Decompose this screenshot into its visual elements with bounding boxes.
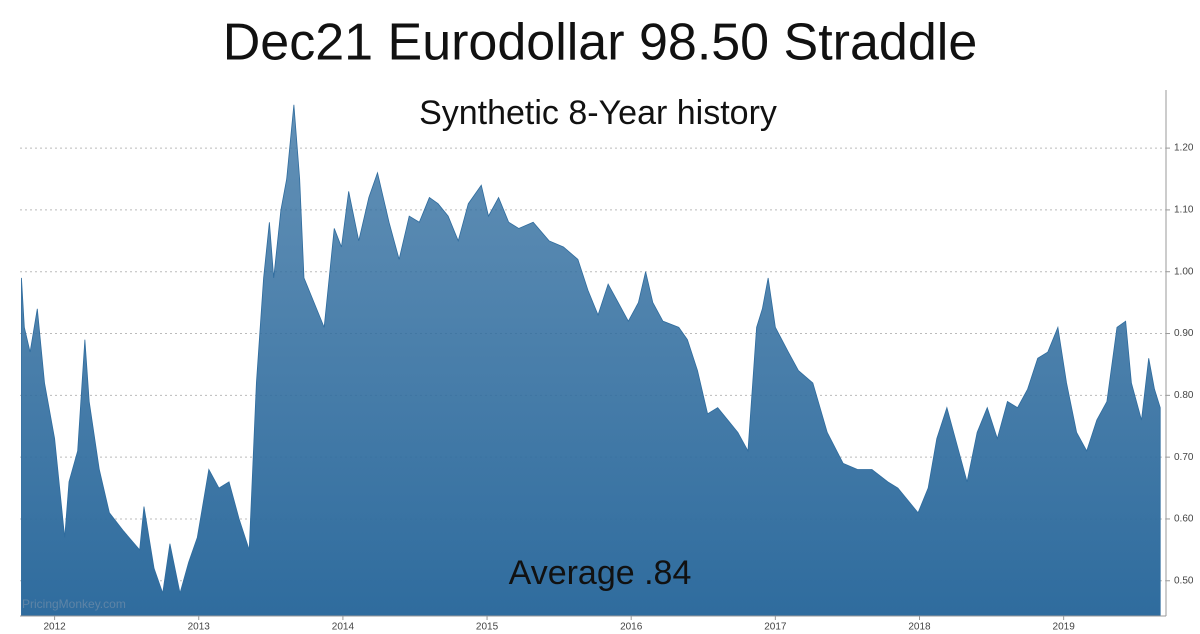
- y-tick-label: 0.80: [1174, 390, 1194, 401]
- x-tick-label: 2012: [43, 622, 66, 633]
- plot-area: [21, 104, 1161, 617]
- y-tick-label: 1.10: [1174, 205, 1194, 216]
- chart-subtitle: Synthetic 8-Year history: [419, 94, 777, 132]
- watermark: PricingMonkey.com: [22, 597, 126, 611]
- y-tick-label: 0.60: [1174, 514, 1194, 525]
- x-tick-label: 2018: [908, 622, 931, 633]
- y-tick-label: 0.50: [1174, 575, 1194, 586]
- y-tick-label: 0.70: [1174, 452, 1194, 463]
- y-tick-label: 1.00: [1174, 266, 1194, 277]
- y-tick-label: 1.20: [1174, 143, 1194, 154]
- area: [21, 104, 1161, 617]
- x-tick-label: 2019: [1053, 622, 1076, 633]
- x-tick-label: 2017: [764, 622, 787, 633]
- x-tick-label: 2013: [188, 622, 211, 633]
- annotation: Average .84: [509, 554, 692, 592]
- chart-title: Dec21 Eurodollar 98.50 Straddle: [223, 14, 977, 72]
- x-tick-label: 2016: [620, 622, 643, 633]
- x-tick-label: 2014: [332, 622, 355, 633]
- x-tick-label: 2015: [476, 622, 499, 633]
- y-tick-label: 0.90: [1174, 328, 1194, 339]
